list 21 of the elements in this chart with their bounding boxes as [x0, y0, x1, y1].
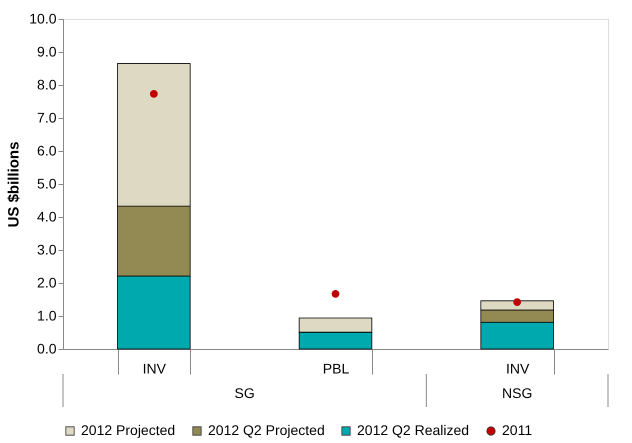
y-tick-label: 3.0: [37, 242, 57, 258]
legend-label: 2012 Q2 Projected: [208, 422, 325, 438]
y-tick-label: 10.0: [29, 10, 57, 26]
x-tick-label: INV: [142, 360, 167, 376]
y-tick-label: 6.0: [37, 142, 57, 158]
y-tick-label: 1.0: [37, 308, 57, 324]
text: NSG: [502, 385, 532, 401]
x-tick-label: PBL: [322, 360, 350, 376]
legend-label: 2012 Projected: [81, 422, 176, 438]
y-tick-label: 4.0: [37, 208, 57, 224]
y-tick-label: 9.0: [37, 44, 57, 60]
y-axis-title: US $billions: [5, 142, 22, 228]
text: SG: [234, 385, 255, 401]
y-tick-label: 0.0: [37, 340, 57, 356]
y-tick-label: 2.0: [37, 274, 57, 290]
y-tick-label: 5.0: [37, 176, 57, 192]
legend-label: 2012 Q2 Realized: [357, 422, 470, 438]
x-tick-label: INV: [506, 360, 530, 376]
y-tick-label: 7.0: [37, 110, 57, 126]
y-tick-label: 8.0: [37, 76, 57, 92]
legend-label: 2011: [502, 422, 532, 438]
